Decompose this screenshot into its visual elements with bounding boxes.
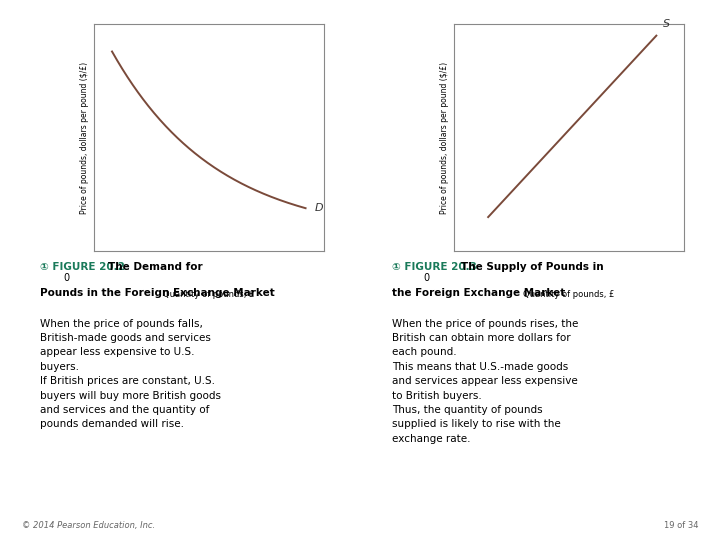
Text: When the price of pounds rises, the
British can obtain more dollars for
each pou: When the price of pounds rises, the Brit…: [392, 319, 579, 444]
X-axis label: Quantity of pounds, £: Quantity of pounds, £: [163, 290, 254, 299]
Text: 19 of 34: 19 of 34: [664, 521, 698, 530]
Text: S: S: [663, 19, 670, 29]
Text: ① FIGURE 20.2: ① FIGURE 20.2: [40, 262, 125, 272]
Text: The Supply of Pounds in: The Supply of Pounds in: [461, 262, 603, 272]
Y-axis label: Price of pounds, dollars per pound ($/£): Price of pounds, dollars per pound ($/£): [81, 62, 89, 214]
Text: D: D: [315, 203, 323, 213]
Text: When the price of pounds falls,
British-made goods and services
appear less expe: When the price of pounds falls, British-…: [40, 319, 220, 429]
Text: © 2014 Pearson Education, Inc.: © 2014 Pearson Education, Inc.: [22, 521, 155, 530]
Y-axis label: Price of pounds, dollars per pound ($/£): Price of pounds, dollars per pound ($/£): [441, 62, 449, 214]
Text: ① FIGURE 20.3: ① FIGURE 20.3: [392, 262, 477, 272]
Text: Pounds in the Foreign Exchange Market: Pounds in the Foreign Exchange Market: [40, 288, 274, 298]
Text: 0: 0: [423, 273, 429, 284]
Text: The Demand for: The Demand for: [108, 262, 202, 272]
X-axis label: Quantity of pounds, £: Quantity of pounds, £: [523, 290, 614, 299]
Text: 0: 0: [63, 273, 69, 284]
Text: the Foreign Exchange Market: the Foreign Exchange Market: [392, 288, 566, 298]
